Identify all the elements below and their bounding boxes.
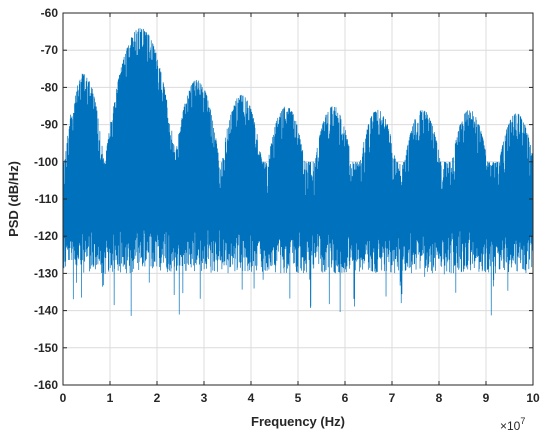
x-tick-label: 4 [248,391,255,405]
x-tick-label: 9 [483,391,490,405]
x-tick-label: 10 [526,391,540,405]
x-tick-label: 8 [436,391,443,405]
y-tick-label: -160 [34,378,58,392]
x-tick-label: 0 [60,391,67,405]
x-tick-label: 1 [107,391,114,405]
psd-line [62,28,534,316]
y-tick-label: -90 [41,118,59,132]
x-exponent-power: 7 [520,416,525,426]
y-tick-label: -150 [34,341,58,355]
x-axis-label: Frequency (Hz) [251,414,345,429]
x-exponent-base: ×10 [500,419,521,433]
psd-series [62,28,534,316]
x-tick-label: 2 [154,391,161,405]
y-tick-label: -80 [41,80,59,94]
y-tick-label: -130 [34,266,58,280]
x-tick-label: 5 [295,391,302,405]
x-tick-label: 3 [201,391,208,405]
y-tick-label: -120 [34,229,58,243]
x-axis-exponent: ×107 [500,416,525,433]
y-tick-label: -60 [41,6,59,20]
y-tick-label: -110 [35,192,59,206]
x-tick-label: 6 [342,391,349,405]
y-tick-label: -100 [34,155,58,169]
axis-ticks: 0 1 2 3 4 5 6 7 8 9 10 -60 -70 -80 -90 -100 -110 -120 -130… [34,6,540,405]
x-tick-label: 7 [389,391,396,405]
y-tick-label: -70 [41,43,59,57]
y-tick-label: -140 [34,304,58,318]
y-axis-label: PSD (dB/Hz) [6,161,21,237]
